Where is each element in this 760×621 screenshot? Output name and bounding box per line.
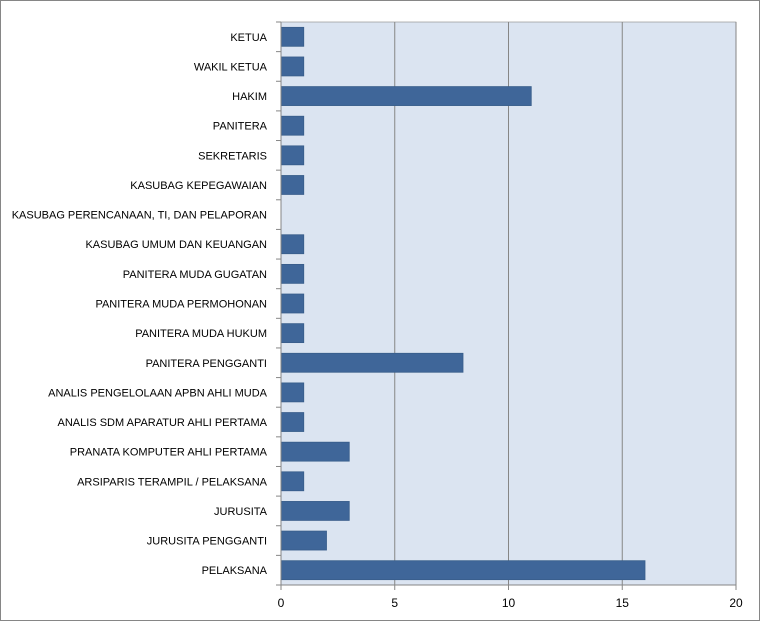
x-tick-label: 20	[729, 596, 743, 610]
category-label: KASUBAG PERENCANAAN, TI, DAN PELAPORAN	[12, 210, 267, 222]
bar	[280, 323, 305, 344]
x-tick-label: 0	[278, 596, 285, 610]
bars	[280, 26, 646, 581]
x-tick-labels: 0 5 10 15 20	[278, 596, 743, 610]
category-label: ANALIS SDM APARATUR AHLI PERTAMA	[58, 417, 268, 429]
x-tick-label: 15	[616, 596, 630, 610]
category-label: KASUBAG KEPEGAWAIAN	[130, 180, 267, 192]
category-label: PANITERA MUDA HUKUM	[135, 328, 267, 340]
category-label: HAKIM	[232, 91, 267, 103]
bar	[280, 234, 305, 255]
category-label: SEKRETARIS	[198, 150, 267, 162]
category-label: PANITERA	[213, 121, 268, 133]
category-label: ANALIS PENGELOLAAN APBN AHLI MUDA	[48, 387, 268, 399]
category-label: PANITERA MUDA GUGATAN	[123, 269, 267, 281]
category-label: JURUSITA	[214, 506, 268, 518]
category-label: PRANATA KOMPUTER AHLI PERTAMA	[70, 447, 268, 459]
category-label: PANITERA PENGGANTI	[146, 358, 267, 370]
bar	[280, 441, 350, 462]
bar	[280, 86, 532, 106]
category-label: PELAKSANA	[202, 565, 268, 577]
bar	[280, 115, 305, 136]
bar	[280, 471, 305, 492]
category-label: ARSIPARIS TERAMPIL / PELAKSANA	[77, 476, 268, 488]
bar	[280, 560, 646, 581]
category-label: PANITERA MUDA PERMOHONAN	[95, 299, 267, 311]
bar	[280, 175, 305, 195]
bar	[280, 293, 305, 314]
category-label: JURUSITA PENGGANTI	[147, 536, 267, 548]
bar	[280, 56, 305, 77]
bar	[280, 530, 327, 551]
bar	[280, 382, 305, 403]
category-label: WAKIL KETUA	[194, 61, 268, 73]
bar	[280, 26, 305, 47]
bar	[280, 501, 350, 521]
x-tick-label: 5	[391, 596, 398, 610]
plot-border	[280, 21, 737, 586]
category-label: KASUBAG UMUM DAN KEUANGAN	[85, 239, 267, 251]
category-labels: KETUA WAKIL KETUA HAKIM PANITERA SEKRETARIS K…	[12, 32, 268, 577]
bar	[280, 412, 305, 432]
x-tick-label: 10	[502, 596, 516, 610]
category-label: KETUA	[230, 32, 267, 44]
bar	[280, 145, 305, 166]
axes	[276, 21, 737, 590]
bar	[280, 263, 305, 284]
bar	[280, 352, 464, 373]
